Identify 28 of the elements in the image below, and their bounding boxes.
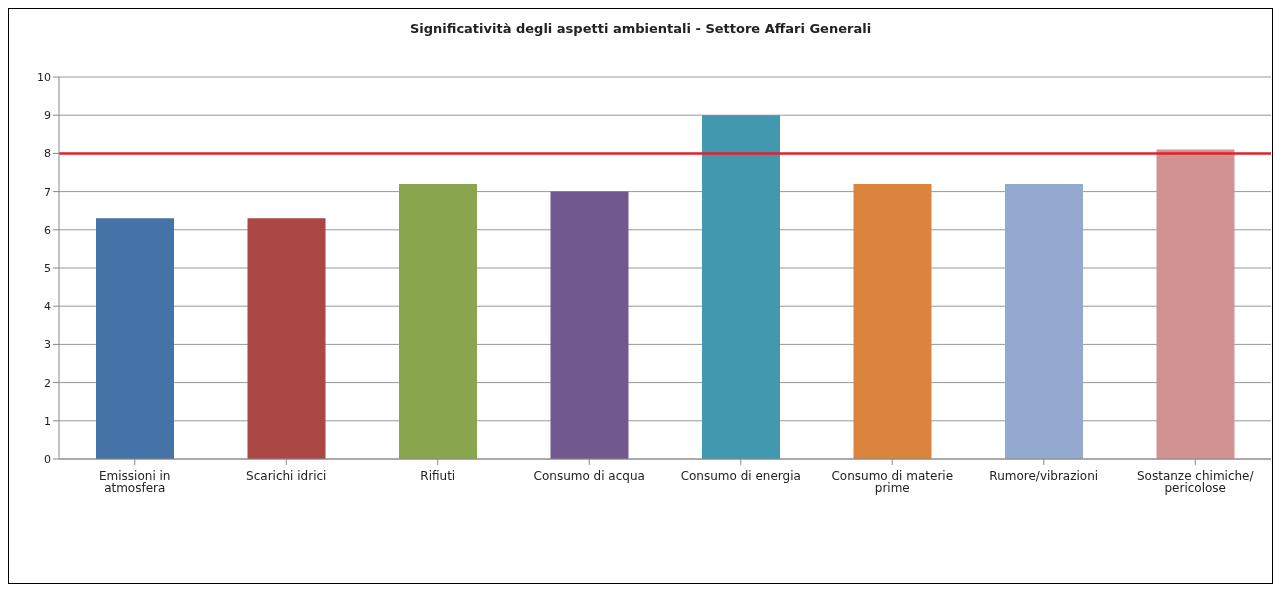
x-tick-label: Consumo di energia [680,468,801,483]
y-tick-label: 4 [44,300,51,314]
bar [1005,183,1083,459]
chart-title: Significatività degli aspetti ambientali - Settore Affari Generali [408,21,873,36]
x-tick-label: Consumo di acqua [533,468,645,483]
x-tick-label: Scarichi idrici [246,468,327,483]
bar [399,183,477,459]
y-tick-label: 8 [44,147,51,161]
bar [247,218,326,459]
x-tick-label: Rifiuti [420,468,456,483]
y-tick-label: 1 [44,414,51,428]
x-tick-label: Consumo di materie prime [831,468,954,495]
y-tick-label: 10 [37,70,51,84]
x-tick-label: Emissioni in atmosfera [99,468,171,495]
x-tick-label: Sostanze chimiche/ pericolose [1136,468,1255,495]
bar [1156,149,1235,459]
y-tick-label: 2 [44,376,51,390]
bar [96,218,174,459]
bar [702,115,780,459]
y-tick-label: 7 [44,185,51,199]
y-tick-label: 0 [44,452,51,466]
bar [550,191,629,459]
y-tick-label: 6 [44,223,51,237]
bar [853,183,932,459]
y-tick-label: 3 [44,338,51,352]
x-tick-label: Rumore/vibrazioni [989,468,1099,483]
y-tick-label: 5 [44,261,51,275]
y-tick-label: 9 [44,109,51,123]
